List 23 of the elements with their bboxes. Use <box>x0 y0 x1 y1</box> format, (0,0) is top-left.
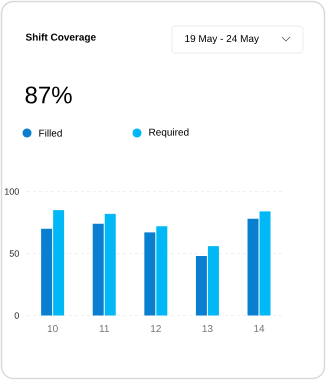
bar <box>144 232 156 316</box>
legend-label: Required <box>149 128 188 138</box>
bar <box>92 224 104 316</box>
y-tick-label: 0 <box>14 312 19 319</box>
x-tick-label: 12 <box>151 325 161 332</box>
bar <box>208 246 219 316</box>
chart-title: Shift Coverage <box>26 33 96 43</box>
bar <box>196 256 207 316</box>
y-tick-label: 100 <box>4 188 19 195</box>
text: 87% <box>26 86 72 104</box>
legend-label: Filled <box>39 129 62 137</box>
y-tick-label: 50 <box>10 250 19 257</box>
x-tick-label: 13 <box>202 325 213 332</box>
bar <box>104 214 116 316</box>
bar <box>260 211 271 316</box>
bar <box>248 218 259 316</box>
x-tick-label: 11 <box>100 325 109 332</box>
bar <box>41 228 52 316</box>
x-tick-label: 14 <box>254 325 264 332</box>
x-tick-label: 10 <box>48 325 58 332</box>
bar <box>156 226 168 316</box>
bar <box>53 210 64 316</box>
chart-subtitle: 19 May - 24 May <box>185 34 259 44</box>
